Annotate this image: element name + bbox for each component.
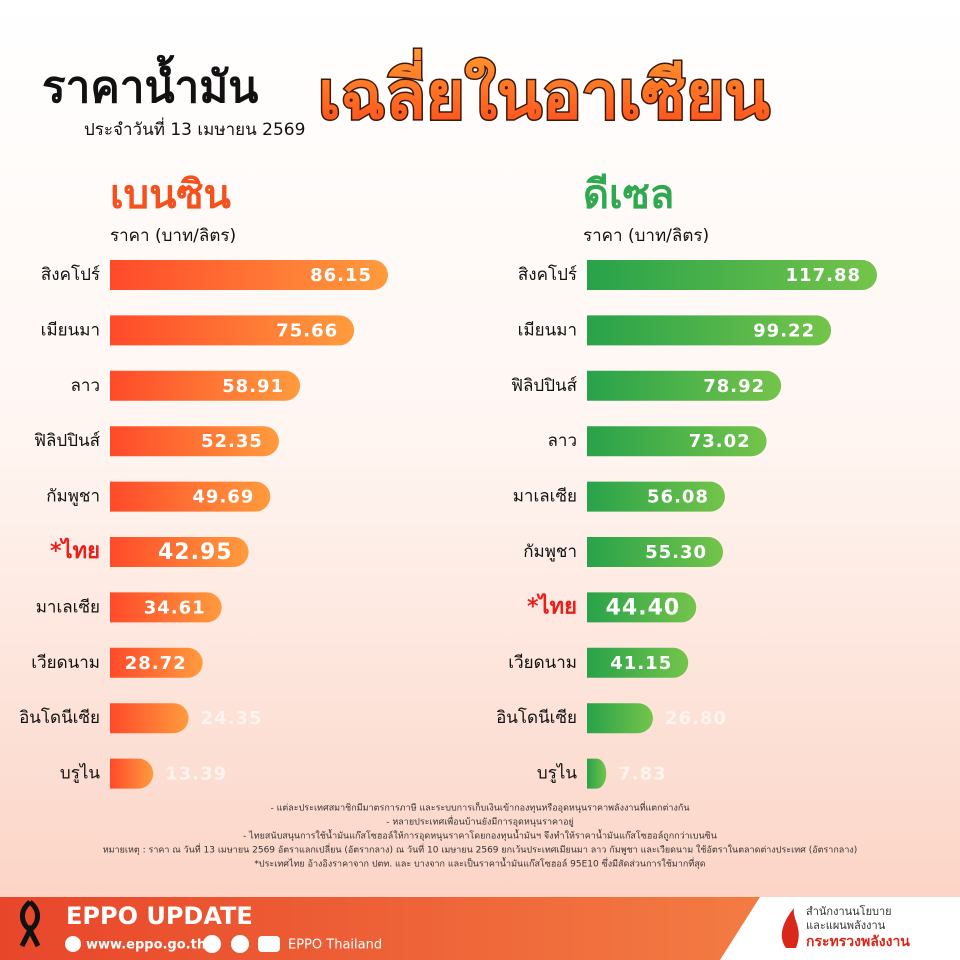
bar xyxy=(110,537,249,567)
value-label: 41.15 xyxy=(610,653,672,674)
value-label: 26.80 xyxy=(665,708,727,729)
value-label: 78.92 xyxy=(703,376,765,397)
chart-title: ดีเซล xyxy=(583,172,674,218)
bar xyxy=(110,592,222,623)
category-label: *ไทย xyxy=(527,592,577,619)
title-highlight: เฉลี่ยในอาเซียน xyxy=(318,48,770,134)
category-label: กัมพูชา xyxy=(46,487,100,507)
note-line: หมายเหตุ : ราคา ณ วันที่ 13 เมษายน 2569 … xyxy=(103,843,858,856)
bar xyxy=(587,703,653,734)
bar xyxy=(110,426,279,457)
value-label: 73.02 xyxy=(689,431,751,452)
value-label: 24.35 xyxy=(201,708,263,729)
footer-logo-area xyxy=(720,897,960,960)
axis-label: ราคา (บาท/ลิตร) xyxy=(583,226,709,246)
category-label: ลาว xyxy=(70,376,100,396)
category-label: เวียดนาม xyxy=(508,653,577,673)
bar xyxy=(587,370,782,401)
bar xyxy=(587,592,697,623)
category-label: เมียนมา xyxy=(518,320,577,340)
value-label: 117.88 xyxy=(786,265,861,286)
note-line: - แต่ละประเทศสมาชิกมีมาตรการภาษี และระบบ… xyxy=(270,801,689,814)
value-label: 86.15 xyxy=(310,265,372,286)
category-label: *ไทย xyxy=(50,537,100,564)
value-label: 34.61 xyxy=(144,597,206,618)
value-label: 55.30 xyxy=(645,542,707,563)
bar xyxy=(587,260,877,290)
web-icon xyxy=(65,936,81,952)
category-label: ลาว xyxy=(547,431,577,451)
title: ราคาน้ำมัน xyxy=(42,54,258,113)
category-label: มาเลเซีย xyxy=(36,597,100,617)
bar xyxy=(587,647,689,678)
youtube-icon xyxy=(258,936,280,952)
category-label: เมียนมา xyxy=(41,320,100,340)
value-label: 7.83 xyxy=(618,764,666,785)
value-label: 56.08 xyxy=(647,487,709,508)
website: www.eppo.go.th xyxy=(86,938,206,953)
brand: EPPO UPDATE xyxy=(66,902,253,930)
note-line: - หลายประเทศเพื่อนบ้านยังมีการอุดหนุนราค… xyxy=(386,815,574,828)
category-label: บรูไน xyxy=(537,763,577,784)
bar xyxy=(587,426,767,457)
value-label: 49.69 xyxy=(192,487,254,508)
value-label: 52.35 xyxy=(201,431,263,452)
notes: - แต่ละประเทศสมาชิกมีมาตรการภาษี และระบบ… xyxy=(103,801,858,870)
bar xyxy=(110,481,271,512)
bar xyxy=(110,260,388,290)
category-label: อินโดนีเซีย xyxy=(19,707,100,728)
category-label: ฟิลิปปินส์ xyxy=(511,376,578,396)
category-label: ฟิลิปปินส์ xyxy=(34,431,101,451)
org-logo xyxy=(781,908,799,948)
category-label: บรูไน xyxy=(60,763,100,784)
value-label: 44.40 xyxy=(606,595,681,620)
category-label: กัมพูชา xyxy=(523,542,577,562)
bar xyxy=(110,647,203,678)
value-label: 58.91 xyxy=(222,376,284,397)
social: EPPO Thailand xyxy=(288,938,382,953)
date: ประจำวันที่ 13 เมษายน 2569 xyxy=(84,117,305,140)
value-label: 28.72 xyxy=(125,653,187,674)
bar xyxy=(587,537,724,567)
category-label: อินโดนีเซีย xyxy=(496,707,577,728)
value-label: 42.95 xyxy=(158,540,233,565)
facebook-icon xyxy=(203,935,221,953)
org-line: สำนักงานนโยบาย xyxy=(806,904,892,918)
value-label: 99.22 xyxy=(753,320,815,341)
bar xyxy=(110,315,355,346)
bar xyxy=(587,315,832,346)
org-line: และแผนพลังงาน xyxy=(806,919,886,932)
value-label: 75.66 xyxy=(276,320,338,341)
chart-title: เบนซิน xyxy=(110,172,231,218)
org-line: กระทรวงพลังงาน xyxy=(806,934,910,950)
twitter-icon xyxy=(231,935,249,953)
ribbon-icon xyxy=(19,900,41,948)
bar xyxy=(587,758,607,789)
bar xyxy=(110,758,154,789)
category-label: สิงคโปร์ xyxy=(41,264,100,285)
category-label: สิงคโปร์ xyxy=(518,264,577,285)
value-label: 13.39 xyxy=(165,764,227,785)
note-line: *ประเทศไทย อ้างอิงราคาจาก ปตท. และ บางจา… xyxy=(254,857,705,870)
category-label: มาเลเซีย xyxy=(513,487,577,507)
category-label: เวียดนาม xyxy=(31,653,100,673)
bar xyxy=(587,481,725,512)
bar xyxy=(110,703,189,734)
bar xyxy=(110,370,301,401)
note-line: - ไทยสนับสนุนการใช้น้ำมันแก๊สโซฮอล์ให้กา… xyxy=(243,829,717,842)
axis-label: ราคา (บาท/ลิตร) xyxy=(110,226,236,246)
